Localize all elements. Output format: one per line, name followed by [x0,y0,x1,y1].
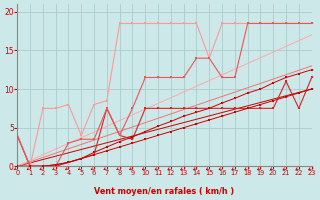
X-axis label: Vent moyen/en rafales ( km/h ): Vent moyen/en rafales ( km/h ) [94,187,235,196]
